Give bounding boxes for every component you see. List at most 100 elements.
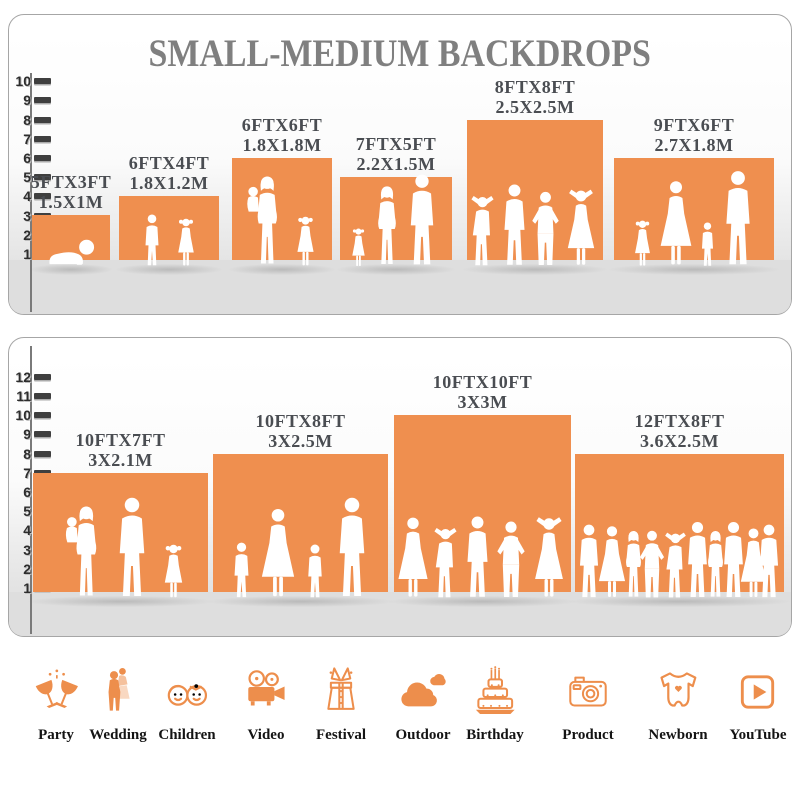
ruler-tick: [34, 97, 51, 104]
man-silhouette: [434, 528, 457, 598]
ruler-number: 10: [15, 407, 31, 424]
size-ft: 12FTX8FT: [634, 411, 725, 431]
category-label: Birthday: [466, 727, 524, 743]
toddler-silhouette: [352, 228, 365, 266]
category-youtube: YouTube: [729, 664, 787, 744]
ruler-tick: [34, 373, 51, 380]
category-party: Party: [29, 664, 83, 744]
size-m: 2.2X1.5M: [356, 153, 436, 174]
size-ft: 8FTX8FT: [494, 77, 576, 97]
ruler-tick: [34, 412, 51, 419]
size-m: 3.6X2.5M: [639, 430, 719, 451]
backdrop-bar-5x3: 5FTX3FT 1.5X1M: [29, 172, 113, 275]
woman-silhouette: [261, 508, 295, 597]
girl-silhouette: [635, 220, 650, 266]
backdrop-bar-7x5: 7FTX5FT 2.2X1.5M: [336, 134, 456, 275]
birthday-icon: [475, 666, 515, 714]
category-video: Video: [239, 664, 293, 744]
party-icon: [35, 669, 78, 709]
size-ft: 10FTX7FT: [75, 430, 166, 450]
child-silhouette: [308, 544, 322, 598]
backdrop-bar-12x8: 12FTX8FT 3.6X2.5M: [568, 411, 791, 607]
ruler-mark-6: 6: [9, 150, 58, 166]
backdrop-size-label: 6FTX6FT 1.8X1.8M: [241, 115, 323, 155]
man-silhouette: [471, 196, 494, 266]
ruler-mark-10: 10: [9, 407, 58, 423]
size-ft: 9FTX6FT: [653, 115, 735, 135]
mother-child-silhouette: [65, 506, 97, 596]
ruler-mark-9: 9: [9, 92, 58, 108]
backdrop-size-label: 7FTX5FT 2.2X1.5M: [355, 134, 437, 174]
backdrop-size-label: 9FTX6FT 2.7X1.8M: [653, 115, 735, 155]
man-silhouette: [467, 516, 488, 597]
page-title: SMALL-MEDIUM BACKDROPS: [148, 32, 652, 75]
size-m: 3X2.5M: [268, 430, 333, 451]
boy-silhouette: [145, 214, 159, 266]
ruler-line: [30, 73, 32, 312]
newborn-icon: [660, 672, 696, 707]
man-silhouette: [410, 174, 434, 265]
ruler-tick: [34, 431, 51, 438]
category-outdoor: Outdoor: [395, 664, 451, 744]
backdrop-rect: [119, 196, 219, 260]
panel-large: 1 2 3 4 5 6 7 8 9 10 11 12 10FTX7FT 3X2.1M 10FTX8FT…: [8, 337, 792, 637]
girl-silhouette: [178, 218, 194, 266]
category-product: Product: [561, 664, 615, 744]
children-icon: [167, 684, 207, 706]
category-children: Children: [158, 664, 216, 744]
man-silhouette: [497, 521, 525, 597]
category-newborn: Newborn: [648, 664, 708, 744]
backdrop-size-label: 8FTX8FT 2.5X2.5M: [494, 77, 576, 117]
man-silhouette: [119, 497, 145, 597]
girl-silhouette: [297, 216, 314, 266]
ruler-mark-10: 10: [9, 73, 58, 89]
product-icon: [569, 676, 607, 707]
woman-silhouette: [535, 517, 563, 597]
panel-small-medium: SMALL-MEDIUM BACKDROPS 1 2 3 4 5 6 7 8 9 10 5FTX3…: [8, 14, 792, 315]
child-silhouette: [701, 222, 714, 266]
category-label: Wedding: [89, 727, 147, 743]
size-m: 2.7X1.8M: [654, 134, 734, 155]
backdrop-bar-10x10: 10FTX10FT 3X3M: [388, 372, 577, 607]
video-icon: [248, 670, 285, 706]
backdrop-bar-10x7: 10FTX7FT 3X2.1M: [27, 430, 214, 607]
category-label: Newborn: [648, 727, 708, 743]
category-label: Video: [247, 727, 285, 743]
size-m: 1.5X1M: [38, 191, 104, 212]
woman-silhouette: [567, 189, 595, 265]
category-label: Children: [158, 727, 216, 743]
ruler-tick: [34, 450, 51, 457]
festival-icon: [327, 667, 355, 710]
outdoor-icon: [400, 673, 446, 707]
ruler-number: 11: [16, 388, 31, 404]
youtube-icon: [741, 675, 775, 709]
category-row: Party Wedding C: [0, 664, 800, 774]
man-silhouette: [726, 171, 750, 265]
woman-silhouette: [378, 186, 396, 264]
category-festival: Festival: [314, 664, 368, 744]
ruler-number: 12: [15, 368, 31, 385]
category-birthday: Birthday: [466, 664, 524, 744]
ruler-mark-8: 8: [9, 446, 58, 462]
backdrop-bar-8x8: 8FTX8FT 2.5X2.5M: [462, 77, 608, 275]
mother-child-silhouette: [247, 176, 277, 264]
woman-silhouette: [398, 517, 428, 597]
man-silhouette: [759, 524, 779, 598]
size-m: 1.8X1.8M: [242, 134, 322, 155]
size-ft: 7FTX5FT: [355, 134, 437, 154]
category-label: YouTube: [729, 727, 787, 743]
backdrop-size-label: 6FTX4FT 1.8X1.2M: [128, 153, 210, 193]
ruler-mark-12: 12: [9, 369, 58, 385]
ruler-mark-7: 7: [9, 131, 58, 147]
size-ft: 5FTX3FT: [30, 172, 112, 192]
man-silhouette: [504, 184, 525, 265]
size-ft: 6FTX4FT: [128, 153, 210, 173]
woman-silhouette: [660, 181, 692, 265]
category-label: Outdoor: [395, 727, 451, 743]
ruler-tick: [34, 393, 51, 399]
size-ft: 10FTX8FT: [255, 411, 346, 431]
backdrop-bar-6x4: 6FTX4FT 1.8X1.2M: [116, 153, 222, 275]
size-ft: 6FTX6FT: [241, 115, 323, 135]
man-silhouette: [532, 191, 559, 266]
backdrop-size-label: 10FTX7FT 3X2.1M: [75, 430, 166, 470]
